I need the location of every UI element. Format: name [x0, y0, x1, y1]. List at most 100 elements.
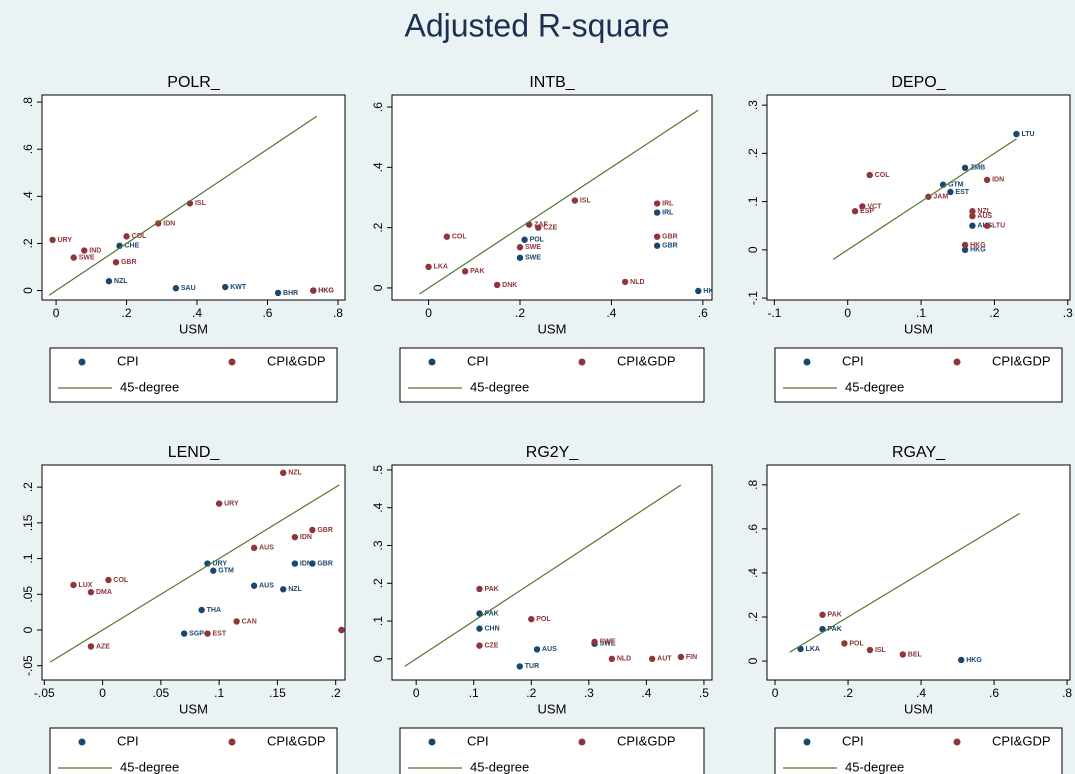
- y-tick-label: .1: [21, 553, 35, 563]
- point: [476, 585, 483, 593]
- point-label: ISL: [195, 200, 207, 207]
- panel: RGAY_ 0 .2 .4 .6 .8 0 .2 .4 .6 .8 USM PAK LKA HKG PAK PO…: [746, 444, 1072, 774]
- point-label: EST: [955, 189, 969, 196]
- point-label: IDN: [300, 560, 312, 567]
- point-label: DNK: [502, 282, 517, 289]
- legend-box: [399, 347, 705, 403]
- legend-marker: [78, 738, 86, 746]
- panel: INTB_0.2.4.60.2.4.6USMIRLGBRSWEPOLHKGIRL…: [371, 74, 719, 403]
- reference-line: [48, 115, 318, 296]
- x-tick-label: .15: [269, 686, 286, 700]
- x-tick-label: .1: [916, 306, 926, 320]
- point: [105, 576, 112, 584]
- y-tick-label: .1: [746, 196, 760, 206]
- plot-area: [391, 464, 713, 681]
- plot-area: [391, 94, 713, 301]
- point: [180, 630, 188, 637]
- point-label: KWT: [230, 284, 247, 291]
- point: [969, 208, 976, 215]
- legend-label: CPI&GDP: [617, 733, 676, 748]
- point: [425, 263, 432, 271]
- point: [533, 646, 541, 653]
- point: [516, 244, 524, 251]
- point-label: PAK: [827, 626, 841, 633]
- point-label: URY: [224, 500, 239, 507]
- legend-label: CPI&GDP: [992, 353, 1051, 368]
- legend-box: [774, 347, 1063, 403]
- y-tick-label: .6: [371, 102, 385, 112]
- x-tick-label: .2: [331, 686, 341, 700]
- point-label: HKG: [318, 287, 334, 294]
- point: [521, 236, 528, 243]
- legend-marker: [428, 358, 436, 366]
- point: [198, 606, 205, 614]
- point-label: PAK: [470, 268, 484, 275]
- panel-title: DEPO_: [891, 74, 946, 91]
- point-label: ZAF: [534, 221, 548, 228]
- point: [983, 222, 991, 229]
- legend-label: CPI&GDP: [992, 733, 1051, 748]
- point: [87, 588, 95, 596]
- point-label: HKG: [970, 247, 986, 254]
- y-tick-label: .1: [371, 616, 385, 626]
- point-label: SWE: [600, 641, 616, 648]
- point: [591, 638, 598, 646]
- y-tick-label: .05: [21, 586, 35, 603]
- panel-title: LEND_: [168, 444, 221, 461]
- x-tick-label: .3: [1063, 306, 1073, 320]
- legend-label: CPI&GDP: [267, 733, 326, 748]
- plot-area: [766, 464, 1071, 681]
- point-label: NZL: [114, 278, 128, 285]
- point-label: HKG: [703, 288, 719, 295]
- point: [677, 653, 685, 661]
- reference-line: [419, 109, 699, 295]
- point: [338, 626, 345, 634]
- point-label: COL: [875, 172, 891, 179]
- x-tick-label: .2: [122, 306, 132, 320]
- y-tick-label: .8: [746, 479, 760, 489]
- legend-label: 45-degree: [470, 759, 529, 774]
- legend-label: 45-degree: [120, 759, 179, 774]
- panel: LEND_ -.05 0 .05 .1 .15 .2 -.05 0 .05 .1 .15 .2 USM UR…: [21, 444, 346, 774]
- x-tick-label: 0: [99, 686, 106, 700]
- point-label: CZE: [484, 642, 498, 649]
- y-tick-label: .6: [746, 524, 760, 534]
- legend-marker: [578, 358, 586, 366]
- y-tick-label: .2: [21, 482, 35, 492]
- point-label: IDN: [300, 534, 312, 541]
- y-tick-label: .4: [21, 191, 35, 201]
- point-label: AUS: [259, 583, 274, 590]
- y-tick-label: .8: [21, 97, 35, 107]
- point-label: AUS: [977, 213, 992, 220]
- x-tick-label: 0: [413, 686, 420, 700]
- point: [961, 246, 969, 254]
- legend-label: 45-degree: [120, 379, 179, 394]
- point: [653, 200, 661, 207]
- plot-marks: IRLGBRSWEPOLHKGIRLGBRISLCOLZAFCZESWENLDL…: [419, 109, 719, 295]
- point: [608, 655, 616, 663]
- point: [280, 586, 287, 593]
- point: [621, 278, 629, 286]
- y-tick-label: -.05: [21, 655, 35, 676]
- panel-title: RG2Y_: [526, 444, 580, 461]
- point-label: LTU: [992, 223, 1005, 230]
- y-tick-label: 0: [746, 657, 760, 664]
- point-label: DMA: [96, 589, 112, 596]
- point-label: CHE: [125, 243, 140, 250]
- x-tick-label: .4: [192, 306, 202, 320]
- point: [653, 233, 661, 240]
- point: [204, 630, 211, 637]
- x-tick-label: .2: [989, 306, 999, 320]
- point: [819, 611, 826, 618]
- point: [969, 212, 976, 220]
- point: [866, 646, 874, 654]
- point: [112, 259, 120, 266]
- point-label: IRL: [662, 209, 674, 216]
- x-tick-label: .1: [214, 686, 224, 700]
- x-tick-label: 0: [772, 686, 779, 700]
- panel-title: POLR_: [167, 74, 221, 91]
- point: [310, 287, 317, 294]
